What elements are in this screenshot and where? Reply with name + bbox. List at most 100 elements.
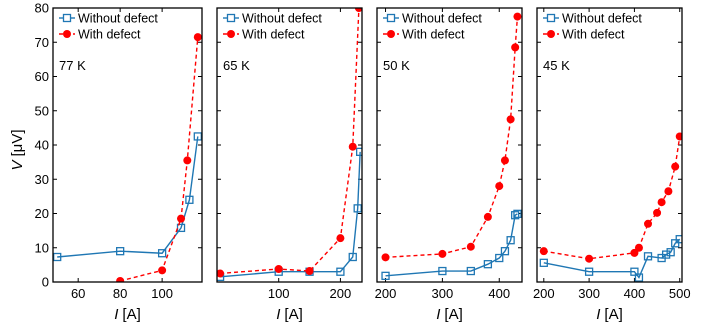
- y-tick-label: 10: [35, 240, 49, 255]
- series-line: [57, 136, 199, 258]
- data-point: [354, 8, 362, 12]
- data-point: [466, 266, 475, 276]
- x-axis-label-unit: [A]: [122, 306, 140, 323]
- series-with-defect: [116, 33, 202, 282]
- data-point: [157, 249, 167, 258]
- data-point: [539, 258, 548, 267]
- data-point: [274, 264, 283, 273]
- y-axis-label-symbol: V: [9, 159, 26, 171]
- panel-2: 100 200 Without defect With defect 65 K I [A]: [216, 7, 363, 323]
- data-point: [193, 132, 202, 141]
- legend-label: With defect: [78, 28, 141, 42]
- x-axis-label-symbol: I: [114, 306, 118, 323]
- x-tick-label: 100: [151, 286, 173, 301]
- x-axis-label-symbol: I: [596, 306, 600, 323]
- data-point: [495, 253, 504, 263]
- panel-frame: [216, 7, 363, 283]
- y-tick-label: 40: [35, 138, 49, 153]
- data-point: [381, 271, 390, 280]
- data-point: [193, 33, 202, 42]
- data-point: [355, 147, 362, 157]
- data-point: [630, 248, 639, 257]
- legend: Without defect With defect: [223, 12, 322, 42]
- legend: Without defect With defect: [59, 12, 158, 42]
- temperature-label: 50 K: [383, 58, 410, 73]
- series-with-defect: [381, 12, 522, 262]
- data-point: [305, 267, 314, 276]
- data-point: [116, 276, 125, 282]
- panel-data: [53, 33, 202, 282]
- x-tick-label: 300: [432, 286, 454, 301]
- legend-marker: [387, 30, 395, 38]
- data-point: [634, 273, 644, 282]
- data-point: [539, 247, 548, 256]
- data-point: [438, 266, 447, 276]
- data-point: [183, 156, 192, 165]
- svg-text:V[μV]: V [μV]: [9, 130, 26, 171]
- legend-marker: [62, 13, 72, 23]
- data-point: [348, 142, 357, 151]
- x-tick-label: 60: [71, 286, 85, 301]
- panel-frame: [52, 7, 203, 283]
- data-point: [511, 211, 520, 220]
- panel-frame: [376, 7, 523, 283]
- x-tick-label: 400: [488, 286, 510, 301]
- x-axis-label: I [A]: [114, 306, 141, 323]
- legend-label: Without defect: [78, 12, 158, 26]
- x-axis-label-unit: [A]: [284, 306, 302, 323]
- panel-data: [217, 8, 362, 282]
- series-with-defect: [539, 132, 682, 263]
- data-point: [585, 254, 594, 263]
- data-point: [634, 243, 643, 252]
- data-point: [644, 219, 653, 228]
- temperature-label: 65 K: [223, 58, 250, 73]
- data-point: [671, 162, 680, 171]
- data-point: [664, 187, 673, 196]
- data-point: [336, 267, 345, 276]
- legend-label: Without defect: [562, 12, 642, 26]
- legend-label: With defect: [402, 28, 465, 42]
- legend-marker: [547, 30, 555, 38]
- panel-4: 200 300 400 500 Without defect With defect 45 …: [533, 7, 691, 323]
- data-point: [675, 235, 682, 244]
- data-point: [438, 249, 447, 258]
- series-line: [543, 136, 681, 260]
- x-tick-label: 300: [578, 286, 600, 301]
- series-line: [385, 16, 519, 259]
- data-point: [666, 248, 675, 257]
- data-point: [500, 247, 510, 256]
- data-point: [177, 214, 186, 223]
- data-point: [466, 242, 475, 251]
- data-point: [513, 12, 522, 21]
- x-tick-label: 200: [375, 286, 397, 301]
- y-tick-label: 80: [35, 1, 49, 16]
- x-axis-label-symbol: I: [436, 306, 440, 323]
- panel-3: 200 300 400 Without defect With defect 50 K I[…: [375, 7, 523, 323]
- data-point: [630, 267, 639, 276]
- temperature-label: 45 K: [543, 58, 570, 73]
- data-point: [506, 236, 515, 245]
- legend-marker: [546, 13, 556, 23]
- data-point: [53, 252, 62, 262]
- data-point: [336, 234, 345, 243]
- series-with-defect: [217, 8, 362, 278]
- x-tick-label: 80: [113, 286, 127, 301]
- series-without-defect: [53, 132, 202, 262]
- data-point: [675, 132, 682, 141]
- legend-marker: [227, 30, 235, 38]
- y-tick-label: 30: [35, 172, 49, 187]
- data-point: [348, 252, 357, 262]
- data-point: [116, 247, 125, 256]
- series-without-defect: [217, 147, 362, 282]
- legend-marker: [226, 13, 236, 23]
- y-axis-label-unit: [μV]: [9, 130, 26, 157]
- series-without-defect: [539, 235, 682, 282]
- data-point: [500, 156, 509, 165]
- x-tick-label: 500: [669, 286, 691, 301]
- data-point: [657, 198, 666, 207]
- data-point: [483, 212, 492, 221]
- series-line: [543, 238, 681, 279]
- y-axis-label: V [μV]: [9, 130, 26, 171]
- legend-label: With defect: [562, 28, 625, 42]
